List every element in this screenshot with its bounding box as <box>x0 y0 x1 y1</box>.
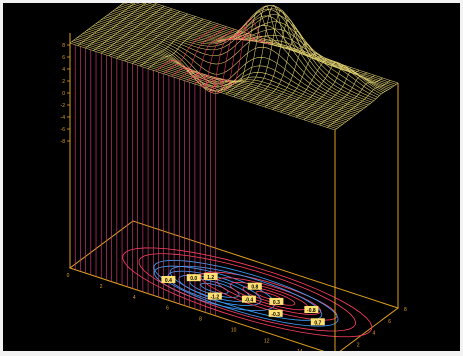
contour-line <box>153 260 339 327</box>
mesh-line <box>106 8 373 103</box>
mesh-line <box>69 3 125 44</box>
x-tick-label: 2 <box>100 284 103 290</box>
mesh-line <box>93 3 157 51</box>
mesh-line <box>256 31 321 105</box>
contour-label: -1.2 <box>211 295 220 301</box>
mesh-line <box>116 11 180 59</box>
z-tick-label: 2 <box>62 79 65 85</box>
y-tick-label: 2 <box>357 342 360 348</box>
x-tick-label: 0 <box>67 273 70 279</box>
mesh-line <box>210 18 274 90</box>
contour-label-box <box>268 309 283 317</box>
contour-label-box <box>186 274 201 282</box>
mesh-line <box>77 3 136 46</box>
x-tick-label: 8 <box>199 317 202 323</box>
z-tick-label: 6 <box>62 55 65 61</box>
z-tick-label: -4 <box>61 115 66 121</box>
mesh-line <box>280 58 344 113</box>
contour-label-box <box>241 295 256 303</box>
mesh-line <box>85 3 147 49</box>
mesh-line <box>233 5 297 97</box>
contour-line <box>138 253 356 332</box>
mesh-line <box>319 77 383 126</box>
contour-label: 1.2 <box>207 275 214 281</box>
plot-area: 86420-2-4-6-80246810121416024680.41.2-1.… <box>3 3 460 351</box>
mesh-line <box>288 61 352 115</box>
contour-line <box>167 270 262 306</box>
mesh-line <box>249 19 313 103</box>
x-tick-label: 12 <box>264 338 270 344</box>
contour-line <box>122 247 373 338</box>
x-tick-label: 10 <box>231 327 237 333</box>
surface-plot: 86420-2-4-6-80246810121416024680.41.2-1.… <box>61 3 407 351</box>
mesh-line <box>135 3 393 88</box>
x-tick-label: 14 <box>297 349 303 351</box>
contour-label: 0.7 <box>314 320 321 326</box>
y-tick-label: 8 <box>404 307 407 313</box>
contour-label: 0.4 <box>165 278 172 284</box>
mesh-line <box>241 9 305 100</box>
mesh-line <box>303 70 367 120</box>
mesh-line <box>217 10 282 92</box>
z-tick-label: 8 <box>62 43 65 49</box>
mesh-line <box>202 26 266 90</box>
contour-label-box <box>247 282 262 290</box>
mesh-line <box>163 26 227 74</box>
contour-label-box <box>203 272 218 280</box>
z-tick-label: -8 <box>61 139 66 145</box>
contour-label-box <box>161 276 176 283</box>
contour-label: 0.8 <box>251 285 258 291</box>
x-tick-label: 4 <box>133 295 136 301</box>
y-tick-label: 4 <box>373 331 376 337</box>
mesh-line <box>139 18 204 67</box>
contour-label: -0.3 <box>271 312 280 318</box>
mesh-line <box>225 5 290 95</box>
contour-label-box <box>304 306 319 314</box>
mesh-line <box>124 13 188 62</box>
mesh-line <box>147 21 212 69</box>
contour-line <box>229 281 309 311</box>
mesh-line <box>108 8 173 57</box>
mesh-line <box>272 53 336 110</box>
mesh-line <box>311 75 375 123</box>
contour-label: -0.4 <box>245 298 254 304</box>
mesh-line <box>84 31 350 120</box>
contour-label-box <box>310 318 325 326</box>
mesh-line <box>171 29 235 80</box>
mesh-line <box>119 5 386 92</box>
contour-line <box>178 274 251 302</box>
mesh-line <box>295 65 360 118</box>
z-tick-label: 4 <box>62 67 65 73</box>
contour-label: 0.3 <box>273 300 280 306</box>
mesh-line <box>101 6 165 54</box>
z-tick-label: -2 <box>61 103 66 109</box>
y-tick-label: 6 <box>388 319 391 325</box>
z-tick-label: 0 <box>62 91 65 97</box>
contour-label: -0.8 <box>307 308 316 314</box>
z-tick-label: -6 <box>61 127 66 133</box>
mesh-line <box>155 23 219 72</box>
contour-label-box <box>269 297 284 305</box>
mesh-line <box>132 16 196 64</box>
mesh-line <box>99 20 365 109</box>
contour-label-box <box>207 292 222 300</box>
mesh-line <box>334 82 399 131</box>
x-tick-label: 6 <box>166 306 169 312</box>
mesh-line <box>194 33 258 94</box>
contour-line <box>216 277 322 315</box>
contour-label: 0.0 <box>190 276 197 282</box>
mesh-line <box>264 43 328 108</box>
mesh-line <box>327 80 391 128</box>
mesh-line <box>186 34 251 93</box>
